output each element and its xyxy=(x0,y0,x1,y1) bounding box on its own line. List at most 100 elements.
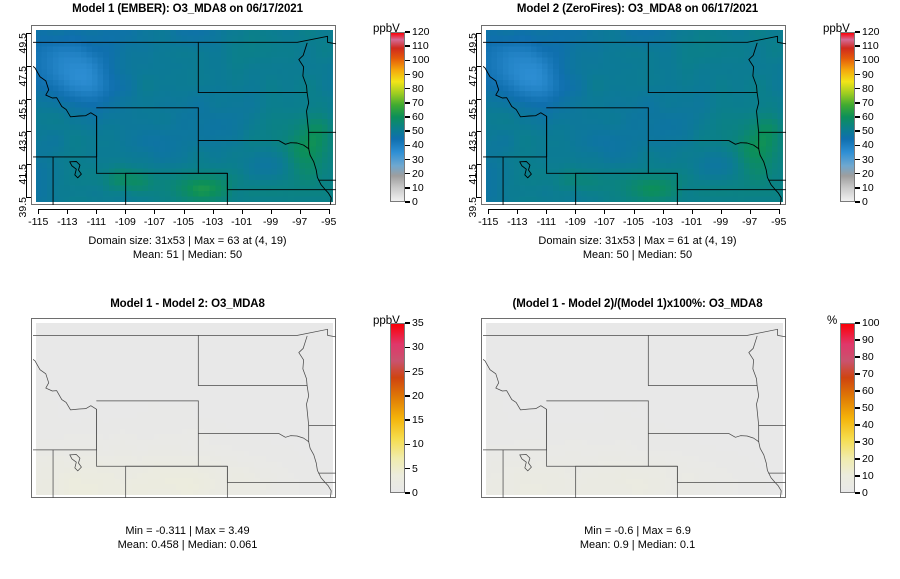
x-axis-tick-label: -99 xyxy=(263,216,279,228)
x-axis-tickmark xyxy=(212,209,214,214)
x-axis-tickmark xyxy=(546,209,548,214)
x-axis-line xyxy=(38,209,329,210)
x-axis-tick-label: -97 xyxy=(292,216,308,228)
y-axis-line xyxy=(26,33,27,197)
panel-model1: Model 1 (EMBER): O3_MDA8 on 06/17/2021 -… xyxy=(0,0,450,290)
colorbar-tickmark xyxy=(405,116,410,118)
x-axis-tick-label: -109 xyxy=(564,216,586,228)
stats-line2-model1: Mean: 51 | Median: 50 xyxy=(132,248,243,261)
stats-line2-difference-percent: Mean: 0.9 | Median: 0.1 xyxy=(579,538,696,551)
x-axis-tickmark xyxy=(241,209,243,214)
colorbar-tick-label: 110 xyxy=(412,40,429,53)
y-axis-tick-label: 39.5 xyxy=(467,196,479,218)
colorbar-tick-label: 50 xyxy=(862,125,874,138)
colorbar-tick-label: 30 xyxy=(862,153,874,166)
stats-line1-model2: Domain size: 31x53 | Max = 61 at (4, 19) xyxy=(538,235,737,247)
colorbar-tickmark xyxy=(405,73,410,76)
colorbar-tick-label: 120 xyxy=(412,26,430,38)
stats-model1: Domain size: 31x53 | Max = 63 at (4, 19)… xyxy=(0,235,375,262)
y-axis-tick-label: 47.5 xyxy=(17,65,29,87)
colorbar-tickmark xyxy=(405,59,410,62)
colorbar-tick-label: 10 xyxy=(862,470,874,482)
colorbar-tick-label: 0 xyxy=(862,196,868,208)
colorbar-tick-label: 40 xyxy=(862,139,874,152)
x-axis-tick-label: -105 xyxy=(172,216,195,228)
x-axis-tick-label: -105 xyxy=(622,216,645,228)
x-axis-tick-label: -99 xyxy=(713,216,729,228)
y-axis-tickmark xyxy=(476,196,481,198)
colorbar-tickmark xyxy=(405,346,410,348)
x-axis-line xyxy=(488,209,779,210)
colorbar-tick-label: 90 xyxy=(862,68,874,81)
x-axis-tickmark xyxy=(38,209,40,214)
colorbar-tick-label: 110 xyxy=(862,40,879,53)
colorbar-tickmark xyxy=(405,158,410,161)
y-axis-tickmark xyxy=(26,65,31,67)
y-axis-tick-label: 49.5 xyxy=(467,33,479,54)
colorbar-tickmark xyxy=(405,45,410,47)
y-axis-tickmark xyxy=(476,131,481,133)
y-axis-tickmark xyxy=(476,33,481,35)
colorbar-tick-label: 80 xyxy=(862,351,874,363)
colorbar-tick-label: 100 xyxy=(412,54,430,67)
colorbar-tick-label: 20 xyxy=(412,167,424,180)
colorbar-tick-label: 80 xyxy=(862,82,874,95)
x-axis-tickmark xyxy=(125,209,127,214)
y-axis-tickmark xyxy=(26,33,31,35)
y-axis-tickmark xyxy=(26,131,31,133)
colorbar-tick-label: 40 xyxy=(412,139,424,152)
colorbar-tickmark xyxy=(405,144,410,147)
x-axis-tickmark xyxy=(67,209,69,214)
x-axis-tick-label: -101 xyxy=(681,216,703,228)
map-plot-area-difference-percent xyxy=(481,318,786,498)
colorbar-tick-label: 60 xyxy=(862,385,874,397)
difference-raster-absolute xyxy=(36,323,333,495)
x-axis-tickmark xyxy=(778,209,780,214)
stats-line1-difference-absolute: Min = -0.311 | Max = 3.49 xyxy=(125,525,250,537)
colorbar-tick-label: 60 xyxy=(862,111,874,123)
colorbar-tickmark xyxy=(855,339,860,341)
x-axis-tickmark xyxy=(270,209,272,214)
colorbar-tick-label: 20 xyxy=(862,453,874,465)
colorbar-tick-label: 50 xyxy=(862,402,874,414)
stats-difference-percent: Min = -0.6 | Max = 6.9 Mean: 0.9 | Media… xyxy=(450,525,825,552)
x-axis-tick-label: -109 xyxy=(114,216,136,228)
x-axis-tick-label: -113 xyxy=(57,216,78,228)
colorbar-tickmark xyxy=(405,395,410,397)
x-axis-tick-label: -103 xyxy=(652,216,674,228)
colorbar-tick-label: 15 xyxy=(412,414,424,427)
x-axis-tick-label: -113 xyxy=(507,216,528,228)
colorbar-tick-label: 30 xyxy=(412,341,424,354)
panel-model2: Model 2 (ZeroFires): O3_MDA8 on 06/17/20… xyxy=(450,0,900,290)
y-axis-tickmark xyxy=(26,164,31,166)
stats-line1-difference-percent: Min = -0.6 | Max = 6.9 xyxy=(584,525,691,537)
colorbar-tickmark xyxy=(405,419,410,421)
colorbar-tickmark xyxy=(855,475,860,477)
colorbar-tickmark xyxy=(855,492,860,494)
stats-model2: Domain size: 31x53 | Max = 61 at (4, 19)… xyxy=(450,235,825,262)
stats-difference-absolute: Min = -0.311 | Max = 3.49 Mean: 0.458 | … xyxy=(0,525,375,552)
colorbar-tick-label: 90 xyxy=(412,68,424,81)
x-axis-tick-label: -95 xyxy=(771,216,787,228)
y-axis-tick-label: 45.5 xyxy=(467,98,479,120)
colorbar-tick-label: 100 xyxy=(862,317,880,329)
colorbar-tick-label: 80 xyxy=(412,82,424,95)
map-plot-area-model1 xyxy=(31,25,336,205)
y-axis-tick-label: 47.5 xyxy=(467,65,479,87)
colorbar-tickmark xyxy=(855,102,860,104)
x-axis-tickmark xyxy=(299,209,301,214)
colorbar-tickmark xyxy=(855,187,860,189)
panel-title-difference-absolute: Model 1 - Model 2: O3_MDA8 xyxy=(110,298,265,310)
colorbar-tickmark xyxy=(855,390,860,392)
colorbar-tickmark xyxy=(405,370,410,373)
difference-raster-percent xyxy=(486,323,783,495)
colorbar-tick-label: 25 xyxy=(412,365,424,378)
colorbar-tick-label: 50 xyxy=(412,125,424,138)
y-axis-line xyxy=(476,33,477,197)
colorbar-tickmark xyxy=(405,322,410,324)
colorbar-tickmark xyxy=(405,87,410,90)
colorbar-tickmark xyxy=(855,172,860,175)
colorbar-tickmark xyxy=(855,31,860,33)
colorbar-tick-label: 90 xyxy=(862,334,874,346)
colorbar-gradient-difference-percent xyxy=(840,323,855,493)
